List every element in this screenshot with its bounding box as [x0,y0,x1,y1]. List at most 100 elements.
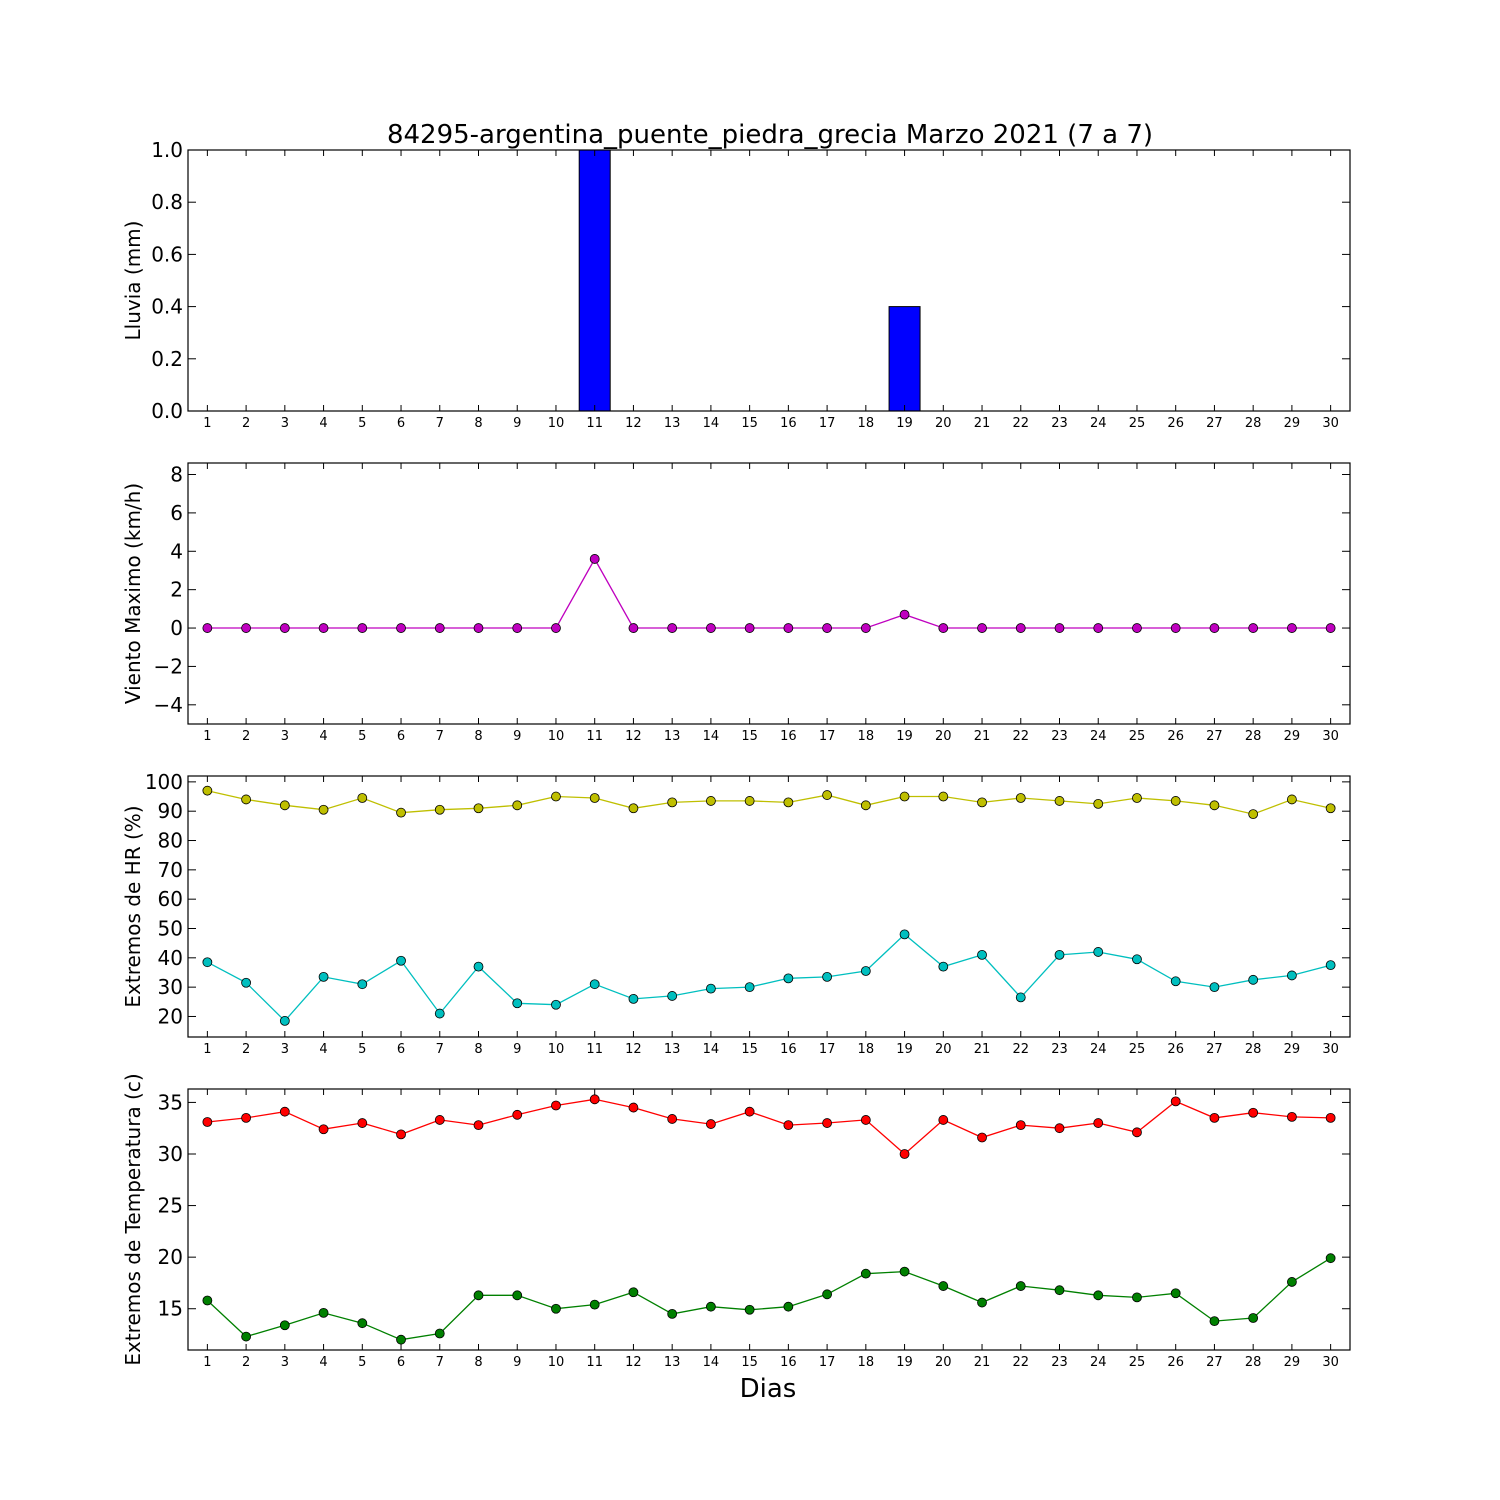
wind-xtick-label: 19 [896,729,913,744]
temperature-series-1-point-day-9 [512,1109,523,1120]
humidity-series-2-point-day-11 [589,979,600,990]
wind-ytick-label: 6 [170,501,183,525]
temperature-series-2-point-day-14 [706,1301,716,1312]
temperature-xtick-label: 26 [1167,1355,1184,1370]
humidity-series-1-point-day-19 [899,791,910,802]
wind-xtick-label: 4 [319,729,327,744]
temperature-series-2-point-day-22 [1015,1281,1026,1291]
rain-xtick-label: 18 [858,416,875,431]
wind-series-1-point-day-12 [628,623,639,633]
humidity-xtick-label: 15 [741,1042,758,1057]
wind-series-1-point-day-7 [434,623,445,633]
wind-ytick-label: 2 [170,578,183,602]
wind-series-1-point-day-17 [822,623,832,633]
temperature-series-2-point-day-18 [860,1268,871,1279]
wind-series-1-point-day-22 [1015,623,1026,633]
temperature-xtick-label: 13 [664,1355,681,1370]
humidity-series-2-point-day-17 [822,971,832,982]
figure-title: 84295-argentina_puente_piedra_grecia Mar… [387,120,1153,150]
humidity-ylabel: Extremos de HR (%) [121,805,145,1007]
humidity-series-1-point-day-15 [744,796,755,806]
humidity-series-1-point-day-3 [279,800,290,811]
humidity-ytick-label: 30 [158,975,183,999]
panel-rain: 0.00.20.40.60.81.01 2 3 4 5 6 7 8 9 10 11 12 13 14 15 1… [121,138,1351,431]
temperature-series-2-point-day-5 [357,1318,368,1329]
rain-xtick-label: 29 [1284,416,1301,431]
wind-series-1-point-day-24 [1093,623,1104,633]
humidity-xtick-label: 18 [858,1042,875,1057]
wind-xtick-label: 6 [397,729,405,744]
temperature-series-1-point-day-6 [396,1129,406,1140]
temperature-series-2-point-day-2 [241,1331,252,1342]
humidity-series-1-point-day-23 [1054,796,1065,806]
wind-ytick-label: −4 [154,693,183,717]
temperature-xtick-label: 30 [1322,1355,1339,1370]
humidity-series-1-point-day-24 [1093,798,1104,809]
humidity-series-2-point-day-19 [899,929,910,940]
temperature-series-1-point-day-5 [357,1118,368,1128]
humidity-series-2-point-day-27 [1209,982,1220,993]
humidity-series-1-point-day-2 [241,794,252,805]
temperature-series-2-point-day-15 [744,1304,755,1315]
temperature-series-1-line [207,1098,1331,1155]
humidity-series-2-point-day-25 [1132,954,1142,965]
temperature-series-2-point-day-4 [318,1307,329,1318]
rain-xtick-label: 8 [474,416,482,431]
rain-xtick-label: 7 [436,416,444,431]
rain-xtick-label: 14 [703,416,720,431]
wind-xtick-label: 1 [203,729,211,744]
temperature-axes-frame [187,1088,1351,1351]
wind-xtick-label: 3 [281,729,289,744]
humidity-xtick-label: 3 [281,1042,289,1057]
temperature-series-1-point-day-27 [1209,1112,1220,1123]
temperature-xtick-label: 22 [1012,1355,1029,1370]
humidity-series-2-point-day-10 [551,999,561,1010]
temperature-series-2-point-day-29 [1287,1277,1297,1287]
wind-xtick-label: 27 [1206,729,1223,744]
temperature-ytick-label: 30 [158,1142,183,1166]
wind-series-1-point-day-6 [396,623,406,633]
humidity-xtick-label: 12 [625,1042,642,1057]
temperature-series-1-point-day-12 [628,1102,639,1113]
wind-axes-frame [187,462,1351,725]
wind-series-1-point-day-23 [1054,623,1065,633]
temperature-series-2-point-day-13 [667,1308,678,1319]
temperature-xtick-label: 10 [548,1355,565,1370]
humidity-xtick-label: 26 [1167,1042,1184,1057]
rain-ytick-label: 0.0 [151,399,183,423]
humidity-series-1-point-day-1 [202,785,213,796]
humidity-series-2-point-day-4 [318,971,329,982]
humidity-series-2-point-day-5 [357,979,368,990]
humidity-xtick-label: 1 [203,1042,211,1057]
rain-ylabel: Lluvia (mm) [121,221,145,341]
humidity-series-1-point-day-29 [1287,794,1297,805]
humidity-series-1-point-day-10 [551,791,561,802]
humidity-series-2-point-day-7 [434,1008,445,1019]
humidity-ytick-label: 100 [145,770,183,794]
wind-ylabel: Viento Maximo (km/h) [121,483,145,704]
humidity-series-1-point-day-5 [357,793,368,803]
humidity-xtick-label: 19 [896,1042,913,1057]
humidity-series-1-point-day-11 [589,793,600,803]
wind-series-1-line [207,557,1331,629]
temperature-series-2-point-day-28 [1248,1313,1259,1323]
rain-xtick-label: 26 [1167,416,1184,431]
wind-series-1-point-day-1 [202,623,213,633]
wind-series-1-point-day-30 [1325,623,1336,633]
temperature-series-2-point-day-25 [1132,1292,1142,1303]
temperature-series-1-point-day-19 [899,1149,910,1159]
humidity-series-1-line [207,790,1331,815]
temperature-xtick-label: 4 [319,1355,327,1370]
temperature-series-2-point-day-20 [938,1281,949,1291]
wind-series-1-point-day-21 [977,623,987,633]
humidity-series-2-point-day-26 [1170,976,1181,987]
humidity-xtick-label: 9 [513,1042,521,1057]
humidity-series-1-point-day-7 [434,804,445,815]
rain-xtick-label: 28 [1245,416,1262,431]
temperature-series-1-point-day-24 [1093,1118,1104,1128]
humidity-series-2-point-day-1 [202,957,213,968]
temperature-xtick-label: 11 [586,1355,603,1370]
rain-xtick-label: 15 [741,416,758,431]
temperature-series-2-point-day-30 [1325,1253,1336,1264]
wind-xtick-label: 18 [858,729,875,744]
